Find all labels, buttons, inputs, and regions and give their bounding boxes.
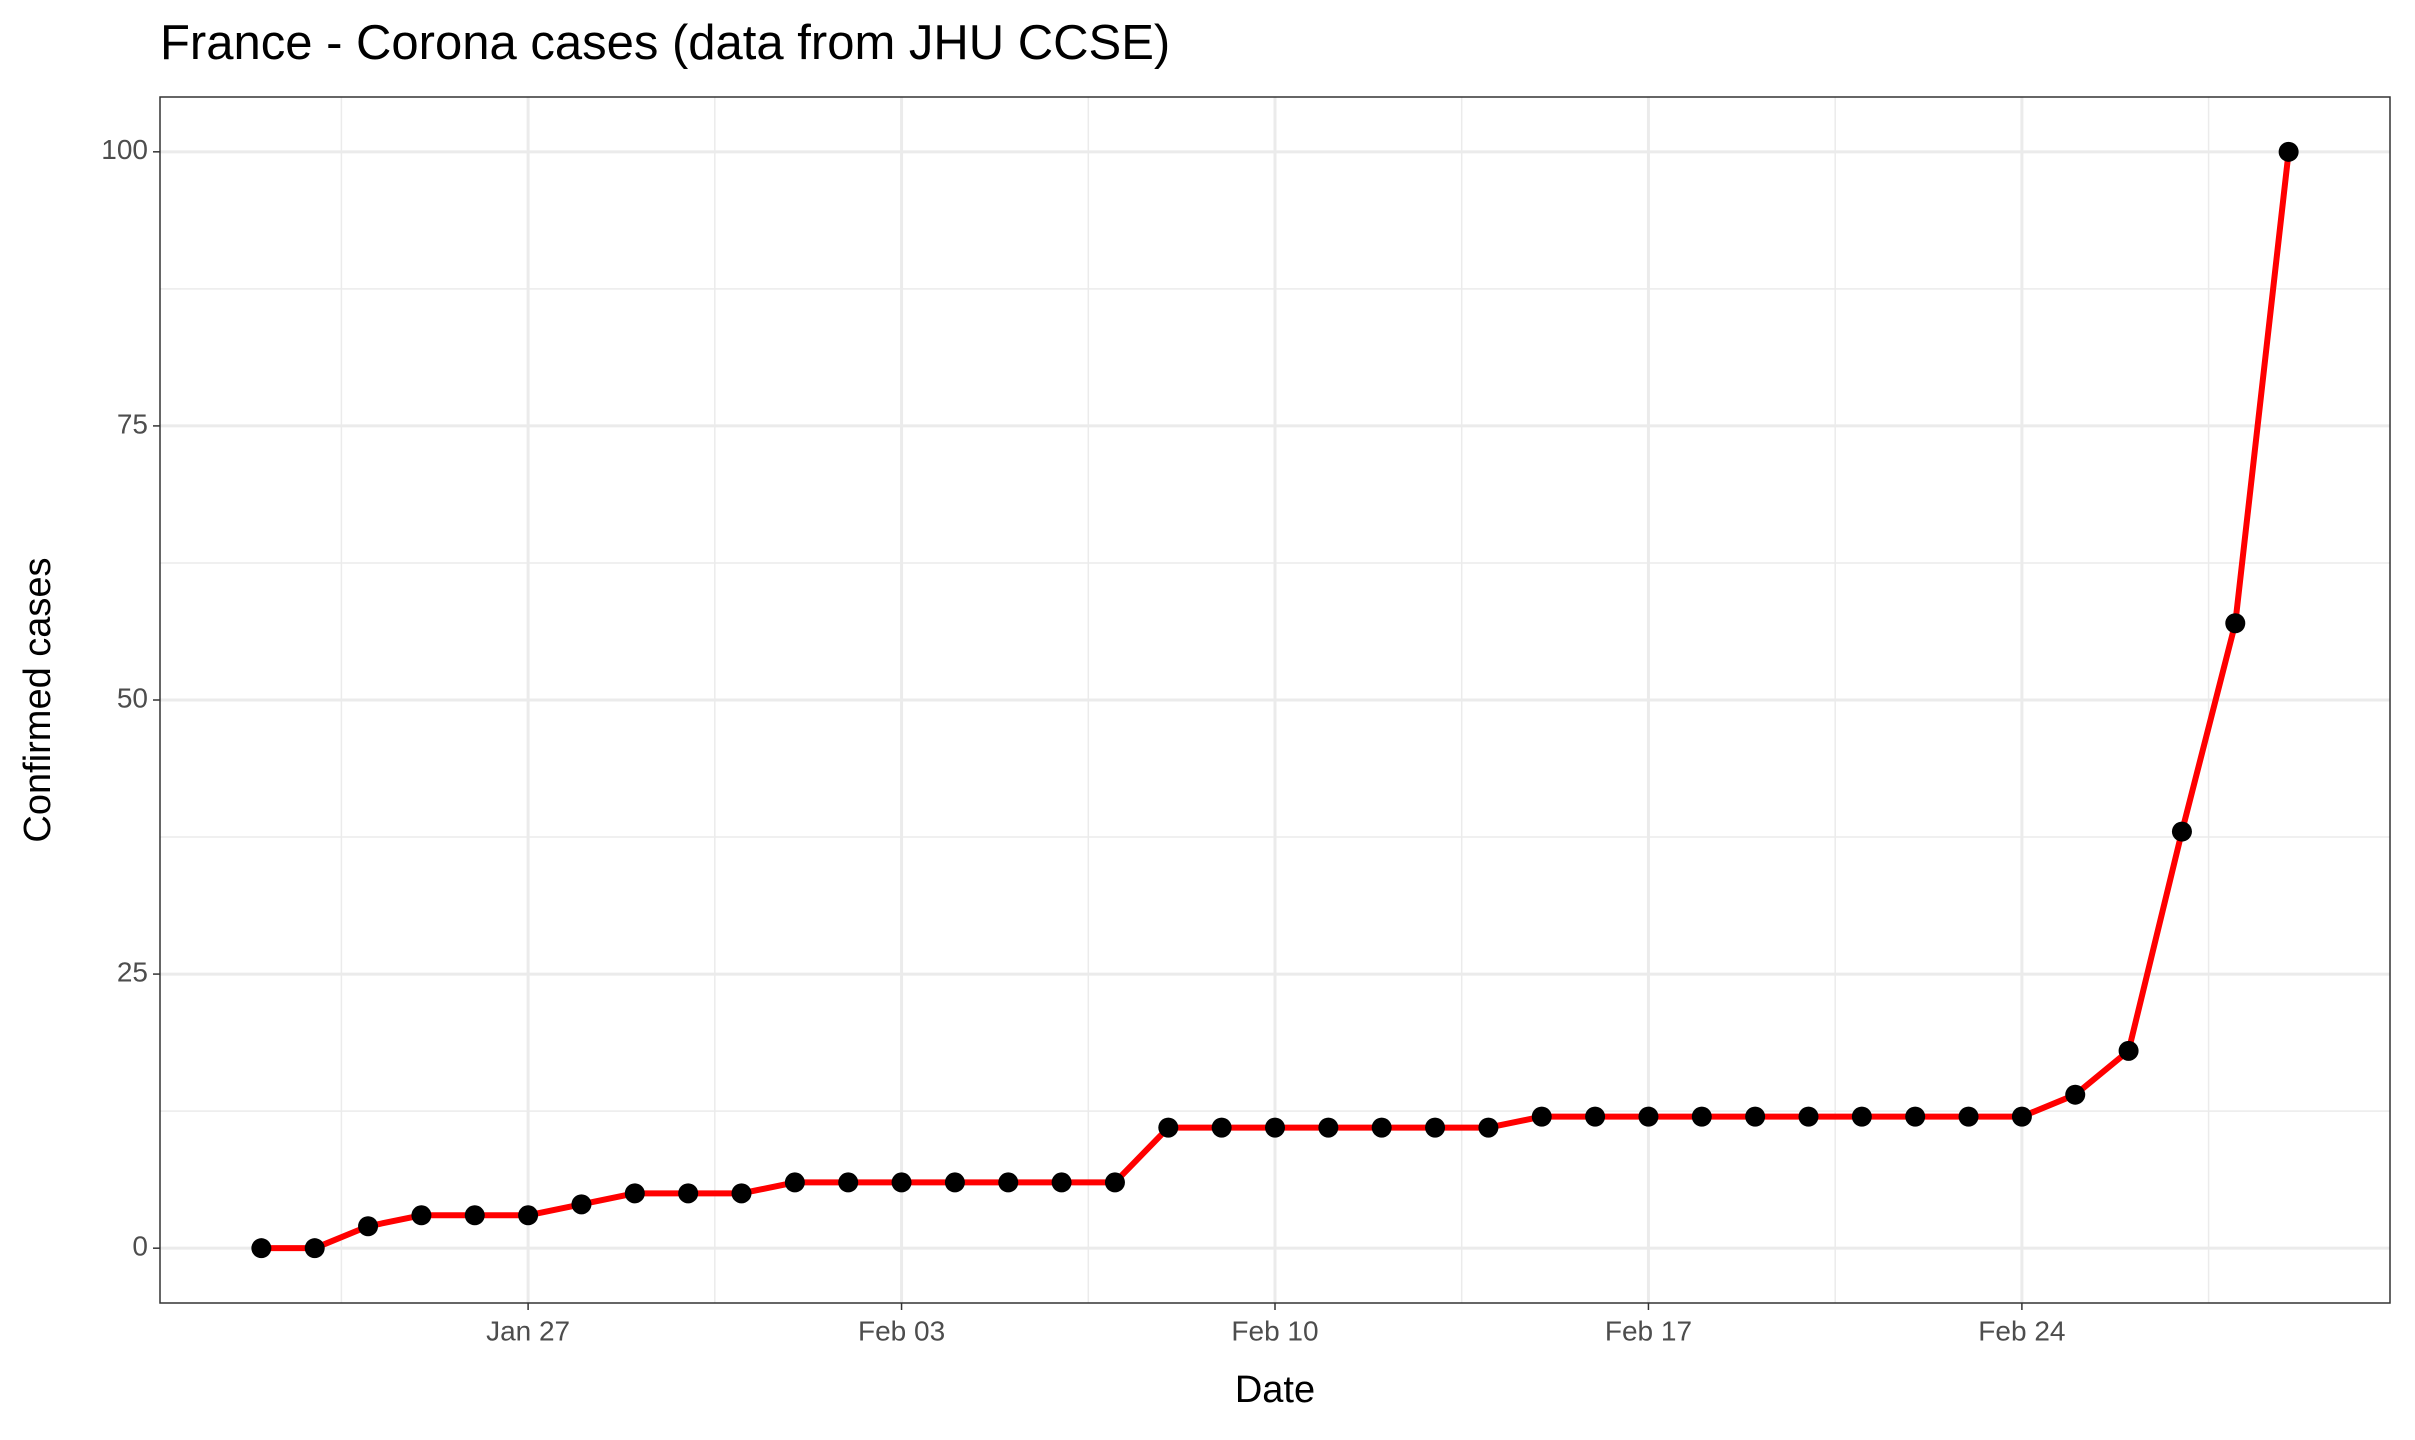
data-point	[1051, 1172, 1072, 1193]
data-point	[1798, 1106, 1819, 1127]
data-point	[518, 1205, 539, 1226]
data-point	[1425, 1117, 1446, 1138]
data-point	[411, 1205, 432, 1226]
data-point	[1318, 1117, 1339, 1138]
data-point	[1745, 1106, 1766, 1127]
x-tick-label: Feb 24	[1978, 1315, 2065, 1346]
y-tick-label: 50	[117, 682, 148, 713]
grid	[160, 97, 2390, 1303]
y-axis-title: Confirmed cases	[17, 557, 59, 842]
data-point	[1905, 1106, 1926, 1127]
data-point	[2225, 613, 2246, 634]
data-point	[1371, 1117, 1392, 1138]
x-axis-title: Date	[1235, 1369, 1315, 1411]
data-point	[944, 1172, 965, 1193]
plot	[251, 141, 2299, 1259]
data-point	[1478, 1117, 1499, 1138]
x-tick-label: Feb 17	[1605, 1315, 1692, 1346]
y-tick-label: 75	[117, 408, 148, 439]
data-point	[571, 1194, 592, 1215]
data-point	[1265, 1117, 1285, 1138]
x-tick-label: Feb 10	[1231, 1315, 1318, 1346]
data-point	[1531, 1106, 1552, 1127]
data-point	[251, 1238, 272, 1259]
data-point	[678, 1183, 699, 1204]
x-tick-label: Feb 03	[858, 1315, 945, 1346]
data-point	[891, 1172, 912, 1193]
data-point	[1691, 1106, 1712, 1127]
data-point	[1104, 1172, 1125, 1193]
data-point	[1211, 1117, 1232, 1138]
data-point	[1585, 1106, 1606, 1127]
data-point	[624, 1183, 645, 1204]
data-point	[784, 1172, 805, 1193]
data-point	[731, 1183, 752, 1204]
y-tick-label: 25	[117, 956, 148, 987]
data-point	[464, 1205, 485, 1226]
data-point	[358, 1216, 379, 1237]
data-point	[2171, 821, 2192, 842]
data-point	[998, 1172, 1019, 1193]
data-point	[2278, 141, 2299, 162]
data-point	[838, 1172, 859, 1193]
chart-title: France - Corona cases (data from JHU CCS…	[160, 16, 1170, 70]
data-point	[1851, 1106, 1872, 1127]
y-tick-label: 0	[132, 1231, 148, 1262]
data-point	[1958, 1106, 1979, 1127]
data-point	[2118, 1040, 2139, 1061]
data-point	[2065, 1084, 2086, 1105]
data-point	[304, 1238, 325, 1259]
y-tick-label: 100	[101, 134, 148, 165]
data-point	[1638, 1106, 1659, 1127]
x-tick-label: Jan 27	[486, 1315, 570, 1346]
data-point	[1158, 1117, 1179, 1138]
data-point	[2011, 1106, 2032, 1127]
